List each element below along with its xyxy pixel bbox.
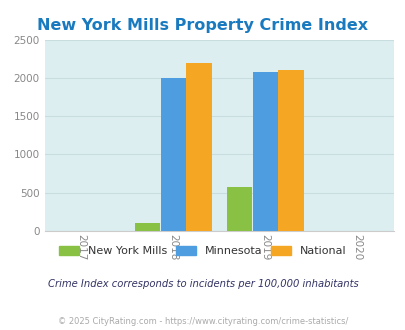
- Text: Crime Index corresponds to incidents per 100,000 inhabitants: Crime Index corresponds to incidents per…: [47, 279, 358, 289]
- Bar: [186, 63, 211, 231]
- Text: © 2025 CityRating.com - https://www.cityrating.com/crime-statistics/: © 2025 CityRating.com - https://www.city…: [58, 317, 347, 326]
- Bar: [252, 72, 277, 231]
- Bar: [160, 78, 185, 231]
- Bar: [226, 187, 252, 231]
- Bar: [134, 223, 160, 231]
- Bar: [277, 70, 303, 231]
- Text: New York Mills Property Crime Index: New York Mills Property Crime Index: [37, 18, 368, 33]
- Legend: New York Mills, Minnesota, National: New York Mills, Minnesota, National: [54, 242, 351, 261]
